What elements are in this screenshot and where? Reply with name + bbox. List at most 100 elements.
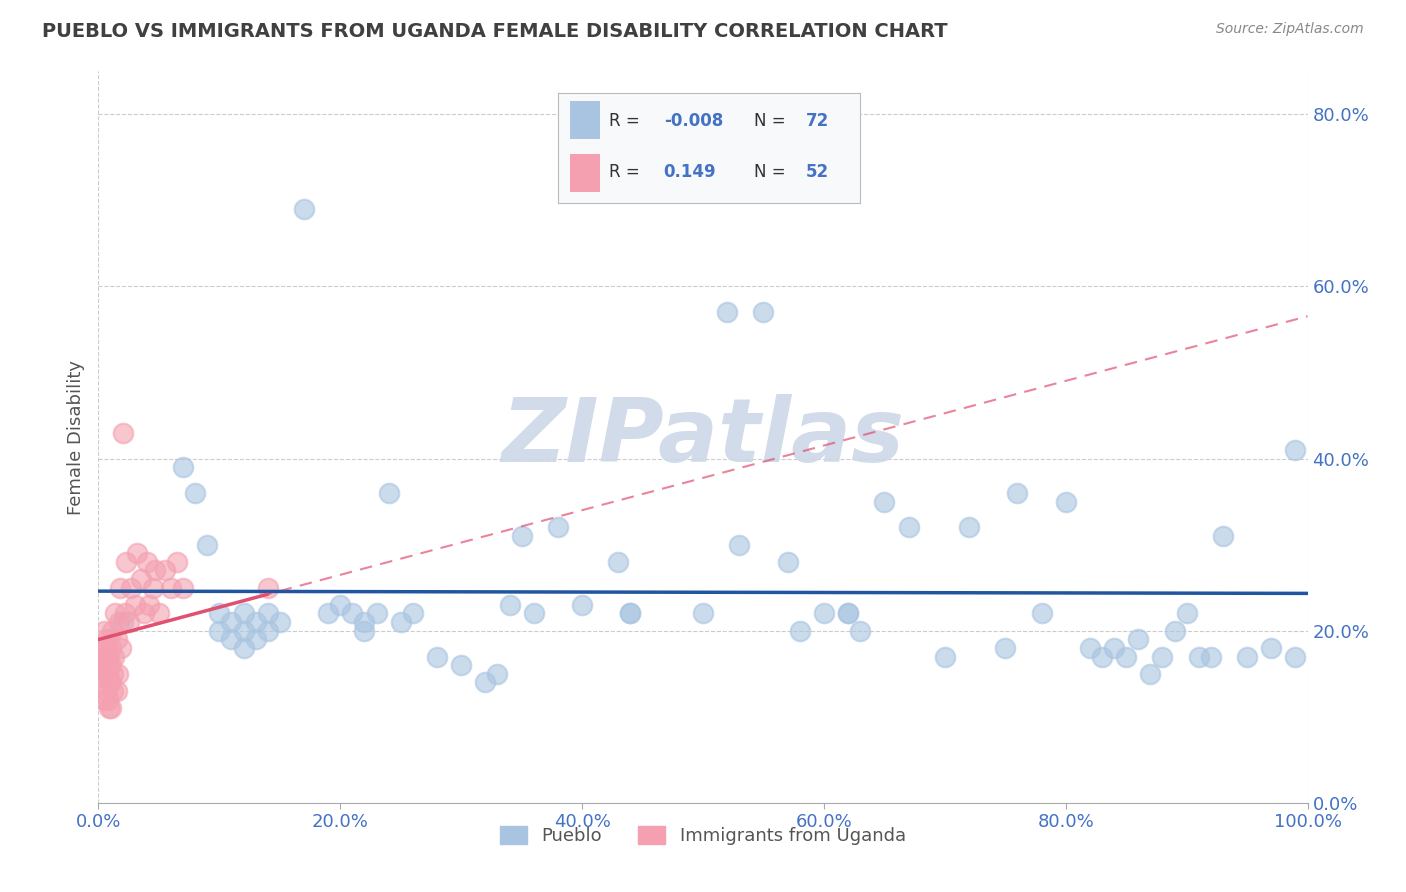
Point — [1091, 649, 1114, 664]
Point — [316, 607, 339, 621]
Point — [91, 675, 114, 690]
Point — [143, 564, 166, 578]
Point — [221, 632, 243, 647]
Point — [1152, 649, 1174, 664]
Point — [256, 607, 278, 621]
Point — [101, 666, 124, 681]
Point — [353, 624, 375, 638]
Text: PUEBLO VS IMMIGRANTS FROM UGANDA FEMALE DISABILITY CORRELATION CHART: PUEBLO VS IMMIGRANTS FROM UGANDA FEMALE … — [42, 22, 948, 41]
Point — [93, 692, 115, 706]
Point — [91, 640, 114, 655]
Point — [134, 607, 156, 621]
Point — [994, 640, 1017, 655]
Point — [873, 494, 896, 508]
Point — [115, 555, 138, 569]
Point — [1054, 494, 1077, 508]
Point — [957, 520, 980, 534]
Point — [93, 649, 115, 664]
Point — [100, 624, 122, 638]
Point — [849, 624, 872, 638]
Point — [897, 520, 920, 534]
Point — [98, 701, 121, 715]
Point — [692, 607, 714, 621]
Point — [934, 649, 956, 664]
Point — [1236, 649, 1258, 664]
Point — [426, 649, 449, 664]
Point — [97, 692, 120, 706]
Point — [97, 666, 120, 681]
Point — [208, 607, 231, 621]
Point — [1260, 640, 1282, 655]
Point — [269, 615, 291, 629]
Point — [245, 615, 267, 629]
Point — [100, 701, 122, 715]
Point — [1188, 649, 1211, 664]
Point — [108, 581, 131, 595]
Point — [96, 632, 118, 647]
Point — [124, 598, 146, 612]
Point — [120, 581, 142, 595]
Point — [607, 555, 630, 569]
Point — [108, 615, 131, 629]
Point — [100, 658, 122, 673]
Point — [232, 607, 254, 621]
Point — [232, 624, 254, 638]
Point — [752, 305, 775, 319]
Point — [256, 581, 278, 595]
Point — [96, 658, 118, 673]
Point — [789, 624, 811, 638]
Point — [172, 460, 194, 475]
Point — [450, 658, 472, 673]
Point — [353, 615, 375, 629]
Point — [111, 425, 134, 440]
Point — [1031, 607, 1053, 621]
Point — [523, 607, 546, 621]
Point — [474, 675, 496, 690]
Point — [105, 632, 128, 647]
Point — [1284, 649, 1306, 664]
Point — [486, 666, 509, 681]
Point — [776, 555, 799, 569]
Point — [377, 486, 399, 500]
Point — [103, 649, 125, 664]
Point — [91, 649, 114, 664]
Point — [221, 615, 243, 629]
Point — [510, 529, 533, 543]
Y-axis label: Female Disability: Female Disability — [66, 359, 84, 515]
Point — [118, 615, 141, 629]
Point — [329, 598, 352, 612]
Point — [101, 684, 124, 698]
Point — [232, 640, 254, 655]
Point — [96, 684, 118, 698]
Point — [172, 581, 194, 595]
Point — [104, 607, 127, 621]
Point — [166, 555, 188, 569]
Point — [160, 581, 183, 595]
Point — [498, 598, 520, 612]
Point — [1115, 649, 1137, 664]
Point — [1007, 486, 1029, 500]
Point — [1163, 624, 1185, 638]
Point — [292, 202, 315, 216]
Point — [813, 607, 835, 621]
Point — [94, 666, 117, 681]
Point — [114, 607, 136, 621]
Point — [571, 598, 593, 612]
Point — [98, 675, 121, 690]
Point — [195, 538, 218, 552]
Point — [148, 607, 170, 621]
Point — [127, 546, 149, 560]
Point — [94, 640, 117, 655]
Point — [142, 581, 165, 595]
Point — [97, 649, 120, 664]
Point — [129, 572, 152, 586]
Text: ZIPatlas: ZIPatlas — [502, 393, 904, 481]
Point — [1128, 632, 1150, 647]
Point — [1212, 529, 1234, 543]
Point — [837, 607, 859, 621]
Point — [547, 520, 569, 534]
Point — [135, 555, 157, 569]
Point — [1139, 666, 1161, 681]
Point — [110, 640, 132, 655]
Point — [619, 607, 641, 621]
